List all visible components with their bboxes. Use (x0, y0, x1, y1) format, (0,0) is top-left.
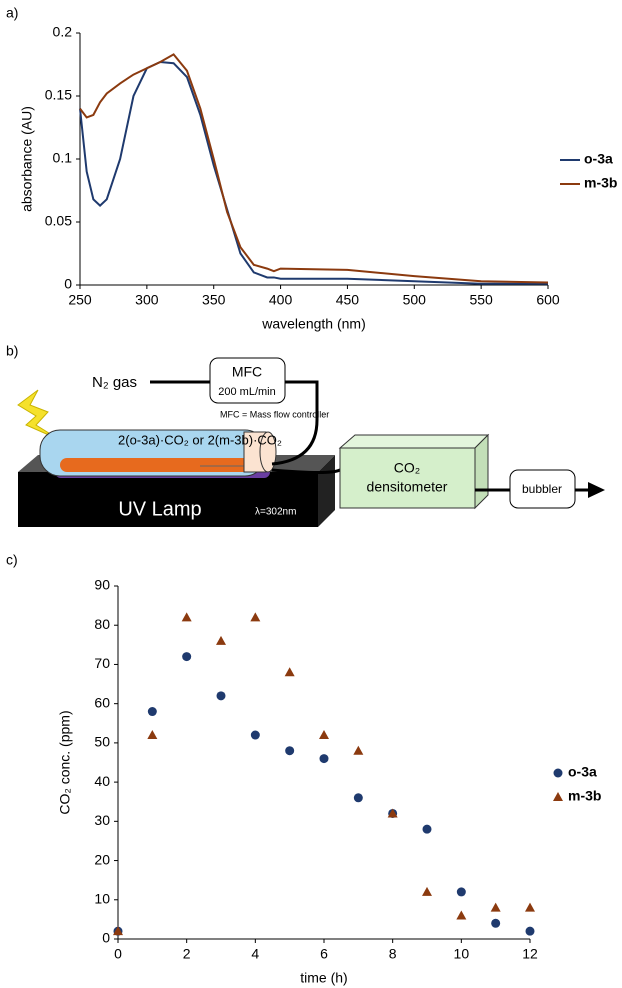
y-tick-label: 30 (94, 812, 110, 828)
x-tick-label: 600 (536, 292, 560, 308)
mfc-flow: 200 mL/min (218, 386, 275, 398)
legend-label: m-3b (584, 175, 617, 191)
y-axis-label: CO₂ conc. (ppm) (57, 710, 73, 814)
data-point (422, 886, 432, 896)
lamp-label: UV Lamp (118, 498, 201, 520)
y-axis-label: absorbance (AU) (19, 106, 35, 212)
data-point (319, 754, 329, 764)
x-tick-label: 6 (320, 946, 328, 962)
x-tick-label: 0 (114, 946, 122, 962)
y-tick-label: 40 (94, 773, 110, 789)
y-tick-label: 50 (94, 734, 110, 750)
densitometer-label: densitometer (367, 479, 448, 495)
data-point (490, 902, 501, 912)
y-tick-label: 70 (94, 655, 110, 671)
y-tick-label: 0 (64, 276, 72, 292)
y-tick-label: 20 (94, 851, 110, 867)
data-point (216, 691, 226, 701)
data-line (79, 53, 549, 284)
data-point (250, 730, 260, 740)
x-tick-label: 400 (269, 292, 293, 308)
densitometer-side (474, 433, 489, 510)
x-tick-label: 250 (68, 292, 92, 308)
y-tick-label: 0.2 (53, 24, 73, 40)
data-line (79, 60, 548, 285)
legend-swatch (553, 792, 563, 801)
legend-label: o-3a (568, 764, 597, 780)
data-point (147, 730, 158, 740)
x-tick-label: 4 (251, 946, 259, 962)
lamp-front (18, 472, 318, 527)
wavelength-label: λ=302nm (255, 507, 296, 518)
legend-label: o-3a (584, 151, 613, 167)
data-point (250, 612, 261, 622)
diagram: N₂ gas MFC 200 mL/min MFC = Mass flow co… (17, 357, 605, 527)
x-tick-label: 550 (469, 292, 493, 308)
data-point (147, 707, 157, 717)
x-tick-label: 12 (522, 946, 538, 962)
densitometer-top (338, 434, 490, 449)
lightning-icon (17, 389, 61, 441)
data-point (319, 730, 329, 740)
panel-label: b) (6, 343, 18, 359)
cap (259, 431, 277, 473)
y-tick-label: 0 (102, 930, 110, 946)
sample-label: 2(o-3a)·CO₂ or 2(m-3b)·CO₂ (118, 432, 282, 447)
mfc-box (209, 357, 286, 404)
data-point (525, 926, 535, 936)
x-tick-label: 8 (389, 946, 397, 962)
x-tick-label: 450 (336, 292, 360, 308)
x-tick-label: 2 (183, 946, 191, 962)
x-tick-label: 500 (403, 292, 427, 308)
data-point (182, 652, 192, 662)
bubbler-box (509, 469, 576, 509)
data-point (387, 808, 398, 818)
densitometer-label: CO₂ (394, 460, 420, 476)
y-tick-label: 90 (94, 577, 110, 593)
panel-label: a) (6, 5, 18, 21)
data-point (285, 746, 295, 756)
gas-line (150, 380, 319, 466)
tube-solid (60, 458, 260, 472)
data-point (181, 612, 192, 622)
y-tick-label: 0.1 (53, 150, 73, 166)
x-axis-label: wavelength (nm) (261, 316, 366, 332)
densitometer-box (339, 447, 476, 509)
arrow-head (588, 482, 605, 498)
x-tick-label: 10 (454, 946, 470, 962)
data-point (491, 918, 501, 928)
data-point (422, 824, 432, 834)
mfc-title: MFC (232, 364, 262, 380)
legend-swatch (553, 768, 563, 778)
y-tick-label: 0.15 (45, 87, 72, 103)
y-tick-label: 60 (94, 694, 110, 710)
data-point (216, 635, 226, 645)
x-axis-label: time (h) (300, 970, 347, 986)
gas-label: N₂ gas (92, 374, 137, 391)
y-tick-label: 0.05 (45, 213, 72, 229)
data-point (456, 887, 466, 897)
data-point (113, 926, 123, 936)
x-tick-label: 350 (202, 292, 226, 308)
data-point (353, 745, 364, 755)
y-tick-label: 80 (94, 616, 110, 632)
data-point (525, 902, 535, 912)
data-point (284, 667, 295, 677)
mfc-note: MFC = Mass flow controller (220, 409, 329, 419)
data-point (456, 910, 467, 920)
x-tick-label: 300 (135, 292, 159, 308)
y-tick-label: 10 (94, 890, 110, 906)
legend-label: m-3b (568, 788, 601, 804)
panel-label: c) (6, 552, 18, 568)
bubbler-label: bubbler (522, 482, 562, 496)
data-point (353, 793, 363, 803)
